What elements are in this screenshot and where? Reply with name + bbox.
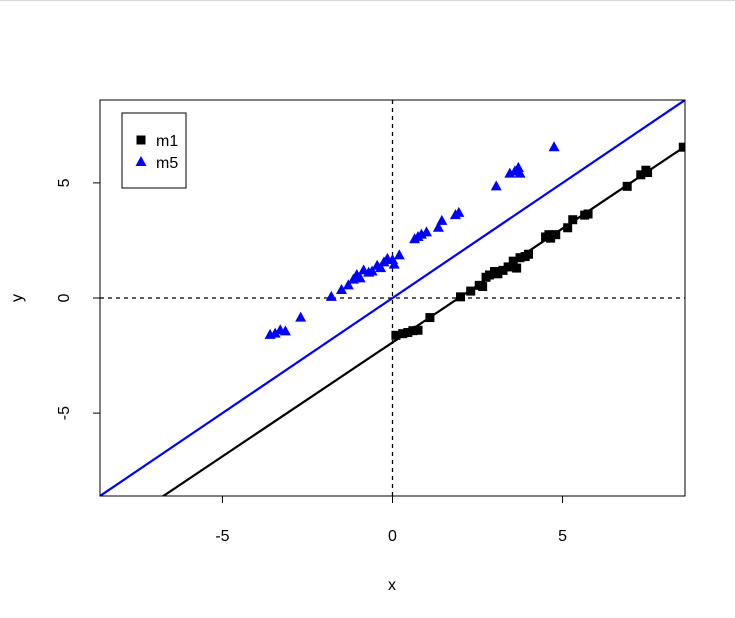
- y-axis-label: y: [9, 294, 26, 302]
- legend-marker-m1: [136, 135, 146, 145]
- data-point-m5: [375, 262, 387, 273]
- data-point-m1: [398, 329, 408, 339]
- data-point-m5: [295, 311, 307, 322]
- data-point-m1: [512, 263, 522, 273]
- data-point-m1: [391, 330, 401, 340]
- x-axis-label: x: [388, 577, 396, 594]
- data-point-m5: [325, 290, 337, 301]
- data-point-m1: [643, 168, 653, 178]
- data-point-m1: [546, 233, 556, 243]
- data-point-m1: [583, 209, 593, 219]
- legend-label-m1: m1: [156, 133, 178, 150]
- y-tick-label: -5: [56, 406, 73, 420]
- axes-layer: -5 0 5 -5 0 5: [56, 99, 686, 545]
- data-point-m1: [484, 270, 494, 280]
- data-point-m5: [393, 249, 405, 260]
- data-point-m1: [563, 223, 573, 233]
- data-point-m1: [456, 292, 466, 302]
- data-point-m5: [366, 265, 378, 276]
- data-point-m1: [515, 253, 525, 263]
- data-point-m1: [478, 281, 488, 291]
- data-point-m1: [493, 269, 503, 279]
- data-point-m5: [388, 258, 400, 269]
- data-point-m5: [490, 180, 502, 191]
- x-tick-label: -5: [215, 528, 229, 545]
- window-top-border: [0, 0, 735, 1]
- data-point-m1: [408, 326, 418, 336]
- data-point-m1: [403, 328, 413, 338]
- data-point-m5: [453, 206, 465, 217]
- data-point-m5: [436, 214, 448, 225]
- data-point-m1: [551, 230, 561, 240]
- data-point-m1: [466, 286, 476, 296]
- x-tick-label: 0: [388, 528, 397, 545]
- data-point-m5: [421, 226, 433, 237]
- data-point-m1: [678, 142, 685, 152]
- y-tick-label: 5: [56, 178, 73, 187]
- data-point-m5: [432, 221, 444, 232]
- data-point-m1: [524, 249, 534, 259]
- data-point-m5: [335, 283, 347, 294]
- data-point-m5: [512, 161, 524, 172]
- legend-label-m5: m5: [156, 155, 178, 172]
- data-point-m1: [568, 215, 578, 225]
- data-point-m1: [622, 181, 632, 191]
- data-point-m5: [354, 272, 366, 283]
- data-point-m1: [503, 262, 513, 272]
- data-point-m1: [413, 325, 423, 335]
- fit-line-m5: [100, 100, 685, 496]
- data-point-m1: [508, 256, 518, 266]
- data-point-m5: [342, 279, 354, 290]
- plot-lines-layer: [100, 100, 685, 496]
- data-point-m1: [425, 313, 435, 323]
- data-point-m5: [279, 325, 291, 336]
- data-point-m5: [514, 167, 526, 178]
- data-point-m5: [548, 141, 560, 152]
- legend-marker-m5: [135, 156, 147, 166]
- legend-box: [121, 112, 187, 189]
- data-point-m1: [636, 170, 646, 180]
- y-tick-label: 0: [56, 293, 73, 302]
- data-point-m5: [269, 327, 281, 338]
- plot-points-layer: [264, 141, 685, 340]
- x-tick-label: 5: [558, 528, 567, 545]
- data-point-m1: [498, 265, 508, 275]
